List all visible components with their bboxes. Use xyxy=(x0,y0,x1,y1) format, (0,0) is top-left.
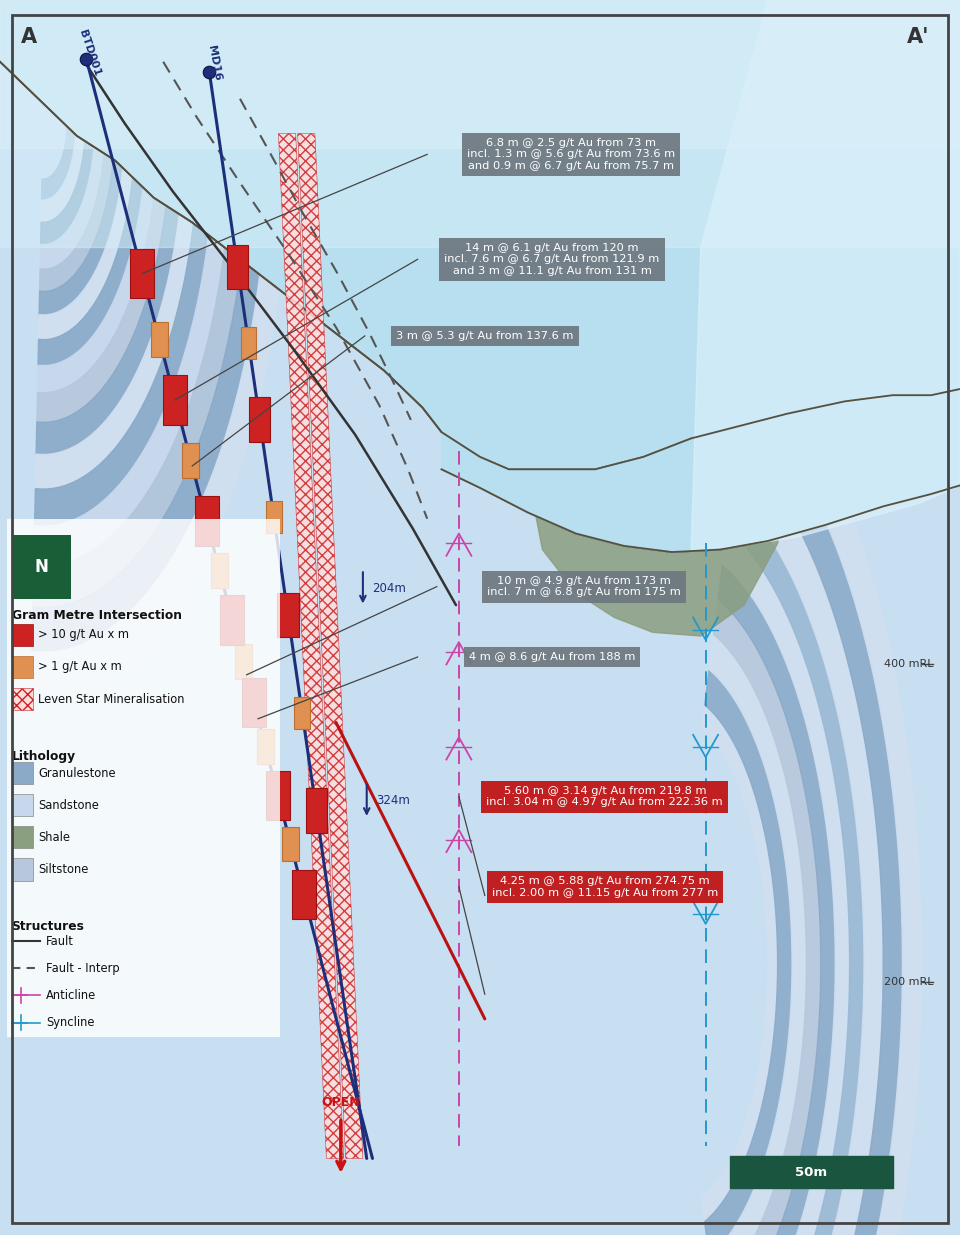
Polygon shape xyxy=(38,0,135,340)
Polygon shape xyxy=(31,0,289,699)
Text: 10 m @ 4.9 g/t Au from 173 m
incl. 7 m @ 6.8 g/t Au from 175 m: 10 m @ 4.9 g/t Au from 173 m incl. 7 m @… xyxy=(487,576,681,598)
Text: Granulestone: Granulestone xyxy=(38,767,116,779)
Polygon shape xyxy=(727,494,864,1235)
Text: 4 m @ 8.6 g/t Au from 188 m: 4 m @ 8.6 g/t Au from 188 m xyxy=(468,652,636,662)
Polygon shape xyxy=(278,133,344,1158)
Text: Syncline: Syncline xyxy=(46,1016,95,1029)
Polygon shape xyxy=(35,0,215,526)
FancyBboxPatch shape xyxy=(295,697,310,729)
FancyBboxPatch shape xyxy=(12,688,33,710)
Polygon shape xyxy=(713,599,821,1235)
Text: Structures: Structures xyxy=(12,920,84,934)
Polygon shape xyxy=(0,62,960,1235)
Polygon shape xyxy=(36,0,184,454)
Polygon shape xyxy=(36,0,171,422)
Text: 6.8 m @ 2.5 g/t Au from 73 m
incl. 1.3 m @ 5.6 g/t Au from 73.6 m
and 0.9 m @ 6.: 6.8 m @ 2.5 g/t Au from 73 m incl. 1.3 m… xyxy=(468,138,675,170)
Text: A: A xyxy=(21,27,37,47)
Polygon shape xyxy=(737,399,902,1235)
Polygon shape xyxy=(702,705,778,1221)
FancyBboxPatch shape xyxy=(211,553,228,588)
Polygon shape xyxy=(718,564,835,1235)
Polygon shape xyxy=(33,0,251,608)
FancyBboxPatch shape xyxy=(12,794,33,816)
Text: Leven Star Mineralisation: Leven Star Mineralisation xyxy=(38,693,185,705)
FancyBboxPatch shape xyxy=(12,656,33,678)
FancyBboxPatch shape xyxy=(12,826,33,848)
Text: OPEN: OPEN xyxy=(322,1095,360,1109)
Text: Anticline: Anticline xyxy=(46,989,96,1002)
Polygon shape xyxy=(41,25,85,222)
FancyBboxPatch shape xyxy=(292,869,316,919)
FancyBboxPatch shape xyxy=(306,788,327,832)
Text: Lithology: Lithology xyxy=(12,750,76,763)
FancyBboxPatch shape xyxy=(266,771,290,820)
Polygon shape xyxy=(41,47,76,200)
Polygon shape xyxy=(38,0,147,366)
FancyBboxPatch shape xyxy=(12,858,33,881)
FancyBboxPatch shape xyxy=(282,826,300,861)
Polygon shape xyxy=(0,0,960,1235)
Text: 400 mRL: 400 mRL xyxy=(883,659,933,669)
Text: BTD001: BTD001 xyxy=(77,28,102,78)
Polygon shape xyxy=(36,0,200,489)
Text: > 1 g/t Au x m: > 1 g/t Au x m xyxy=(38,661,122,673)
FancyBboxPatch shape xyxy=(730,1156,893,1188)
Polygon shape xyxy=(442,389,960,552)
FancyBboxPatch shape xyxy=(241,327,256,359)
FancyBboxPatch shape xyxy=(12,762,33,784)
FancyBboxPatch shape xyxy=(12,535,71,599)
FancyBboxPatch shape xyxy=(277,593,299,637)
Polygon shape xyxy=(40,0,106,269)
Polygon shape xyxy=(32,0,269,652)
Text: 4.25 m @ 5.88 g/t Au from 274.75 m
incl. 2.00 m @ 11.15 g/t Au from 277 m: 4.25 m @ 5.88 g/t Au from 274.75 m incl.… xyxy=(492,876,718,898)
Polygon shape xyxy=(298,133,363,1158)
Polygon shape xyxy=(0,0,960,247)
Polygon shape xyxy=(37,0,158,393)
Polygon shape xyxy=(732,447,883,1235)
Text: Shale: Shale xyxy=(38,831,70,844)
Text: 14 m @ 6.1 g/t Au from 120 m
incl. 7.6 m @ 6.7 g/t Au from 121.9 m
and 3 m @ 11.: 14 m @ 6.1 g/t Au from 120 m incl. 7.6 m… xyxy=(444,243,660,275)
Text: N: N xyxy=(35,558,48,576)
Text: 324m: 324m xyxy=(376,794,410,808)
Text: 5.60 m @ 3.14 g/t Au from 219.8 m
incl. 3.04 m @ 4.97 g/t Au from 222.36 m: 5.60 m @ 3.14 g/t Au from 219.8 m incl. … xyxy=(487,785,723,808)
FancyBboxPatch shape xyxy=(228,245,249,289)
FancyBboxPatch shape xyxy=(266,501,281,534)
Text: Sandstone: Sandstone xyxy=(38,799,99,811)
Text: 200 mRL: 200 mRL xyxy=(883,977,933,987)
Polygon shape xyxy=(40,2,95,245)
Text: Gram Metre Intersection: Gram Metre Intersection xyxy=(12,609,181,622)
Polygon shape xyxy=(39,0,125,315)
FancyBboxPatch shape xyxy=(220,595,244,645)
Polygon shape xyxy=(709,635,806,1235)
FancyBboxPatch shape xyxy=(256,729,274,763)
Text: Siltstone: Siltstone xyxy=(38,863,88,876)
Polygon shape xyxy=(0,0,960,469)
Polygon shape xyxy=(533,445,787,636)
FancyBboxPatch shape xyxy=(249,398,270,442)
FancyBboxPatch shape xyxy=(182,443,200,478)
Text: 3 m @ 5.3 g/t Au from 137.6 m: 3 m @ 5.3 g/t Au from 137.6 m xyxy=(396,331,573,341)
FancyBboxPatch shape xyxy=(131,249,155,299)
Text: Fault - Interp: Fault - Interp xyxy=(46,962,120,974)
Polygon shape xyxy=(34,0,232,566)
FancyBboxPatch shape xyxy=(242,678,266,727)
Text: > 10 g/t Au x m: > 10 g/t Au x m xyxy=(38,629,130,641)
FancyBboxPatch shape xyxy=(163,375,187,425)
Text: 50m: 50m xyxy=(795,1166,828,1178)
FancyBboxPatch shape xyxy=(195,496,219,546)
Polygon shape xyxy=(0,0,960,148)
FancyBboxPatch shape xyxy=(234,645,252,679)
Text: A': A' xyxy=(907,27,929,47)
Polygon shape xyxy=(691,0,960,550)
Polygon shape xyxy=(39,0,115,291)
Polygon shape xyxy=(705,669,792,1235)
Text: Fault: Fault xyxy=(46,935,74,947)
Polygon shape xyxy=(743,352,922,1235)
FancyBboxPatch shape xyxy=(151,322,168,357)
Text: MD16: MD16 xyxy=(206,44,223,82)
Polygon shape xyxy=(723,529,850,1235)
FancyBboxPatch shape xyxy=(12,624,33,646)
FancyBboxPatch shape xyxy=(7,519,280,1037)
Text: 204m: 204m xyxy=(372,582,406,595)
